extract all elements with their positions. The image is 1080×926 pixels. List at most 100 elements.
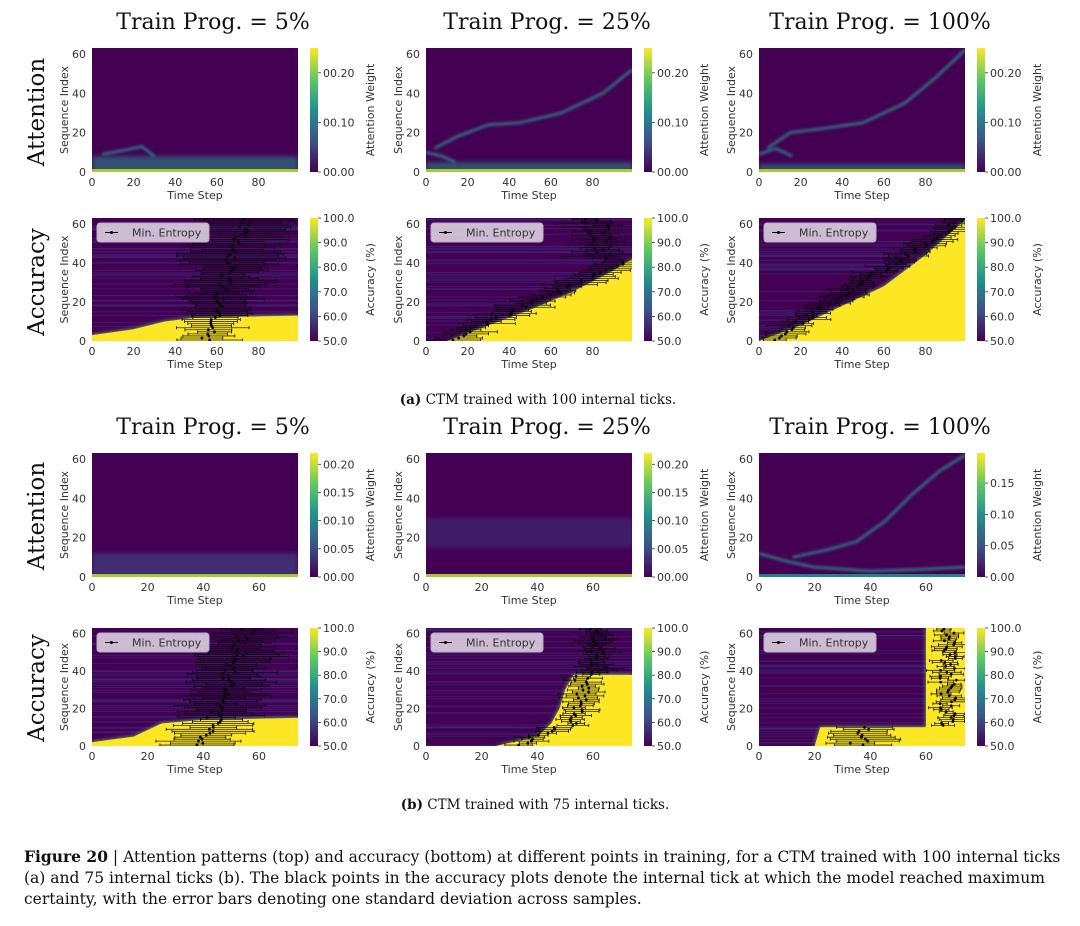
x-tick-label: 60 [210,345,224,358]
error-bar [218,641,271,645]
min-entropy-point [834,299,838,303]
min-entropy-point [227,678,231,682]
legend: Min. Entropy [763,222,877,243]
accuracy-row-texture [759,668,965,670]
error-bar [852,277,883,281]
error-bar [180,336,224,340]
min-entropy-point [568,283,571,287]
y-axis-label: Sequence Index [58,470,71,559]
min-entropy-point [205,716,209,719]
min-entropy-point [238,242,242,246]
x-tick-label: 0 [423,581,430,594]
accuracy-row-texture [426,691,632,693]
colorbar-tick-label: 00.20 [990,67,1022,80]
min-entropy-point [591,645,594,649]
accuracy-row-texture [92,663,298,665]
subcaption-b: (b) CTM trained with 75 internal ticks. [401,797,670,813]
error-bar [509,299,556,303]
min-entropy-point [223,690,226,694]
accuracy-row-texture [426,725,632,727]
accuracy-row-texture [92,680,298,682]
min-entropy-point [218,301,222,305]
accuracy-row-texture [92,669,298,671]
accuracy-row-texture [426,248,632,250]
error-bar [850,281,875,285]
error-bar [926,233,956,237]
min-entropy-point [820,303,824,307]
colorbar [310,453,318,577]
colorbar-tick-label: 50.0 [657,740,682,753]
min-entropy-point [233,236,237,239]
y-tick-label: 0 [79,740,86,753]
column-title-a-2: Train Prog. = 25% [443,10,651,35]
min-entropy-point [952,718,955,721]
min-entropy-point [221,285,225,289]
min-entropy-point [509,311,513,315]
error-bar [193,653,280,657]
min-entropy-point [220,718,223,721]
min-entropy-point [230,268,234,272]
min-entropy-point [953,225,957,229]
min-entropy-point [575,692,579,696]
min-entropy-point [595,653,599,656]
min-entropy-point [587,690,591,694]
error-bar [193,684,270,688]
y-tick-label: 20 [406,127,420,140]
min-entropy-point [594,219,598,223]
error-bar [562,706,586,710]
legend-box [763,632,877,653]
accuracy-row-texture [92,691,298,693]
subcaption-a: (a) CTM trained with 100 internal ticks. [400,392,676,408]
attention-trace [102,144,156,158]
error-bar [202,289,255,293]
min-entropy-point [953,655,957,658]
error-bar [766,324,813,328]
accuracy-row-texture [426,671,632,673]
error-bar [883,256,909,260]
accuracy-row-texture [426,289,632,291]
accuracy-row-texture [759,248,965,250]
attention-band [92,156,298,172]
y-tick-label: 60 [406,628,420,641]
min-entropy-point [252,629,256,633]
min-entropy-point [914,250,918,254]
min-entropy-point [216,291,219,295]
error-bar [947,678,965,682]
y-axis-label: Sequence Index [392,642,405,731]
error-bar [927,680,954,684]
heatmap-background [759,48,965,172]
min-entropy-point [201,741,205,745]
min-entropy-point [469,326,473,330]
error-bar [587,231,620,235]
error-bar [450,334,478,338]
y-tick-label: 0 [79,335,86,348]
x-axis-label: Time Step [166,763,222,776]
accuracy-row-texture [426,705,632,707]
accuracy-row-texture [92,706,298,708]
x-tick-label: 20 [127,345,141,358]
x-tick-label: 20 [461,345,475,358]
error-bar [601,260,632,264]
legend-box [430,632,544,653]
error-bar [933,629,951,633]
min-entropy-point [861,743,865,746]
min-entropy-point [233,643,236,647]
accuracy-row-texture [759,253,965,255]
min-entropy-point [228,252,232,256]
min-entropy-point [863,725,866,729]
column-title-b-2: Train Prog. = 25% [443,415,651,440]
min-entropy-point [861,281,865,285]
min-entropy-point [227,289,231,293]
min-entropy-point [601,232,605,235]
attention-trace [426,150,456,164]
min-entropy-point [218,311,222,315]
colorbar-tick-label: 00.15 [657,486,689,499]
legend-label: Min. Entropy [466,227,536,240]
min-entropy-point [580,684,584,688]
min-entropy-point [948,635,952,639]
error-bar [931,649,957,653]
error-bar [208,651,284,655]
min-entropy-point [489,318,493,321]
